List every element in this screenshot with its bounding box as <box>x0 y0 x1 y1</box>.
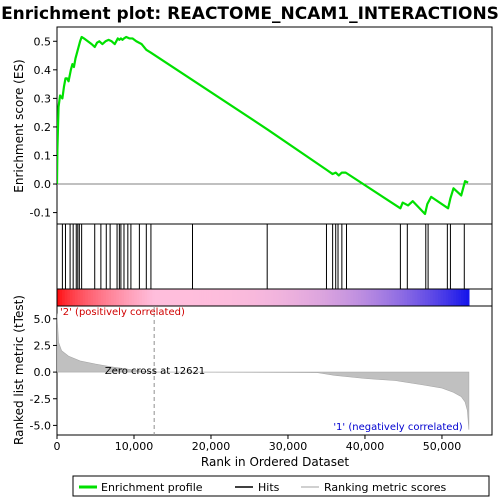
metric-y-label: Ranked list metric (tTest) <box>12 295 26 445</box>
x-tick-label: 20,000 <box>192 440 231 453</box>
es-y-tick-label: -0.1 <box>30 207 51 220</box>
x-tick-label: 40,000 <box>346 440 385 453</box>
es-y-tick-label: 0.1 <box>34 149 52 162</box>
zero-cross-label: Zero cross at 12621 <box>105 366 205 377</box>
metric-y-tick-label: 5.0 <box>34 313 52 326</box>
metric-y-ticks: -5.0 -2.5 0.0 2.5 5.0 <box>30 313 57 433</box>
x-tick-label: 10,000 <box>115 440 154 453</box>
legend: Enrichment profile Hits Ranking metric s… <box>73 476 489 496</box>
pos-corr-label: '2' (positively correlated) <box>60 307 185 318</box>
es-y-label: Enrichment score (ES) <box>12 59 26 192</box>
rank-heat-bar <box>57 289 492 306</box>
metric-y-tick-label: 2.5 <box>34 339 52 352</box>
metric-x-ticks: 0 10,000 20,000 30,000 40,000 50,000 <box>54 435 462 453</box>
legend-label-profile: Enrichment profile <box>101 481 203 494</box>
x-tick-label: 30,000 <box>269 440 308 453</box>
x-tick-label: 0 <box>54 440 61 453</box>
hits-panel <box>57 224 492 289</box>
metric-y-tick-label: -5.0 <box>30 419 51 432</box>
x-axis-label: Rank in Ordered Dataset <box>201 455 349 469</box>
metric-y-tick-label: -2.5 <box>30 393 51 406</box>
chart-title: Enrichment plot: REACTOME_NCAM1_INTERACT… <box>1 4 499 24</box>
es-y-tick-label: 0.3 <box>34 92 52 105</box>
heat-strip <box>466 289 469 306</box>
es-y-tick-label: 0.4 <box>34 64 52 77</box>
es-y-tick-label: 0.0 <box>34 178 52 191</box>
es-y-tick-label: 0.5 <box>34 35 52 48</box>
x-tick-label: 50,000 <box>423 440 462 453</box>
hits-panel-frame <box>57 224 492 289</box>
es-y-tick-label: 0.2 <box>34 121 52 134</box>
legend-label-metric: Ranking metric scores <box>324 481 446 494</box>
metric-y-tick-label: 0.0 <box>34 366 52 379</box>
es-panel-frame <box>57 27 492 224</box>
legend-label-hits: Hits <box>258 481 280 494</box>
metric-panel: -5.0 -2.5 0.0 2.5 5.0 0 10,000 20,000 30,000 40,… <box>12 295 492 469</box>
neg-corr-label: '1' (negatively correlated) <box>333 422 462 433</box>
es-panel: -0.1 0.0 0.1 0.2 0.3 0.4 0.5 Enrichment score … <box>12 27 492 224</box>
es-y-ticks: -0.1 0.0 0.1 0.2 0.3 0.4 0.5 <box>30 35 57 219</box>
